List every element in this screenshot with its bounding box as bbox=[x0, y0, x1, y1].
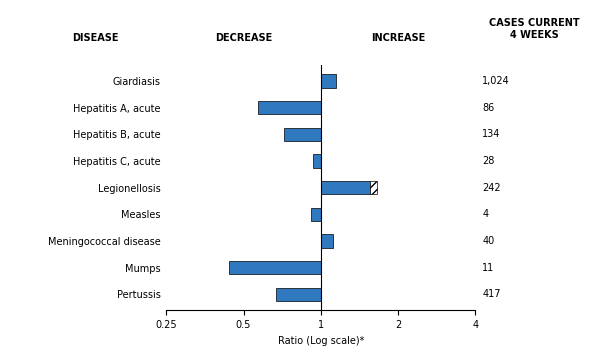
Bar bbox=[276, 288, 321, 301]
Bar bbox=[312, 155, 321, 168]
Text: 1,024: 1,024 bbox=[482, 76, 510, 86]
Text: 4: 4 bbox=[482, 209, 488, 219]
Bar bbox=[258, 101, 321, 114]
X-axis label: Ratio (Log scale)*: Ratio (Log scale)* bbox=[277, 336, 364, 346]
Text: 242: 242 bbox=[482, 183, 501, 193]
Text: INCREASE: INCREASE bbox=[371, 33, 425, 43]
Text: 28: 28 bbox=[482, 156, 495, 166]
Bar bbox=[321, 181, 369, 194]
Text: DECREASE: DECREASE bbox=[215, 33, 272, 43]
Text: 417: 417 bbox=[482, 290, 501, 300]
Text: 40: 40 bbox=[482, 236, 494, 246]
Text: CASES CURRENT
4 WEEKS: CASES CURRENT 4 WEEKS bbox=[489, 18, 580, 40]
Text: DISEASE: DISEASE bbox=[72, 33, 118, 43]
Text: 86: 86 bbox=[482, 103, 494, 113]
Bar bbox=[369, 181, 377, 194]
Bar bbox=[284, 128, 321, 141]
Text: 134: 134 bbox=[482, 129, 501, 139]
Bar bbox=[321, 234, 333, 248]
Bar bbox=[311, 208, 321, 221]
Text: 11: 11 bbox=[482, 263, 494, 273]
Bar bbox=[321, 74, 336, 88]
Bar bbox=[229, 261, 321, 274]
